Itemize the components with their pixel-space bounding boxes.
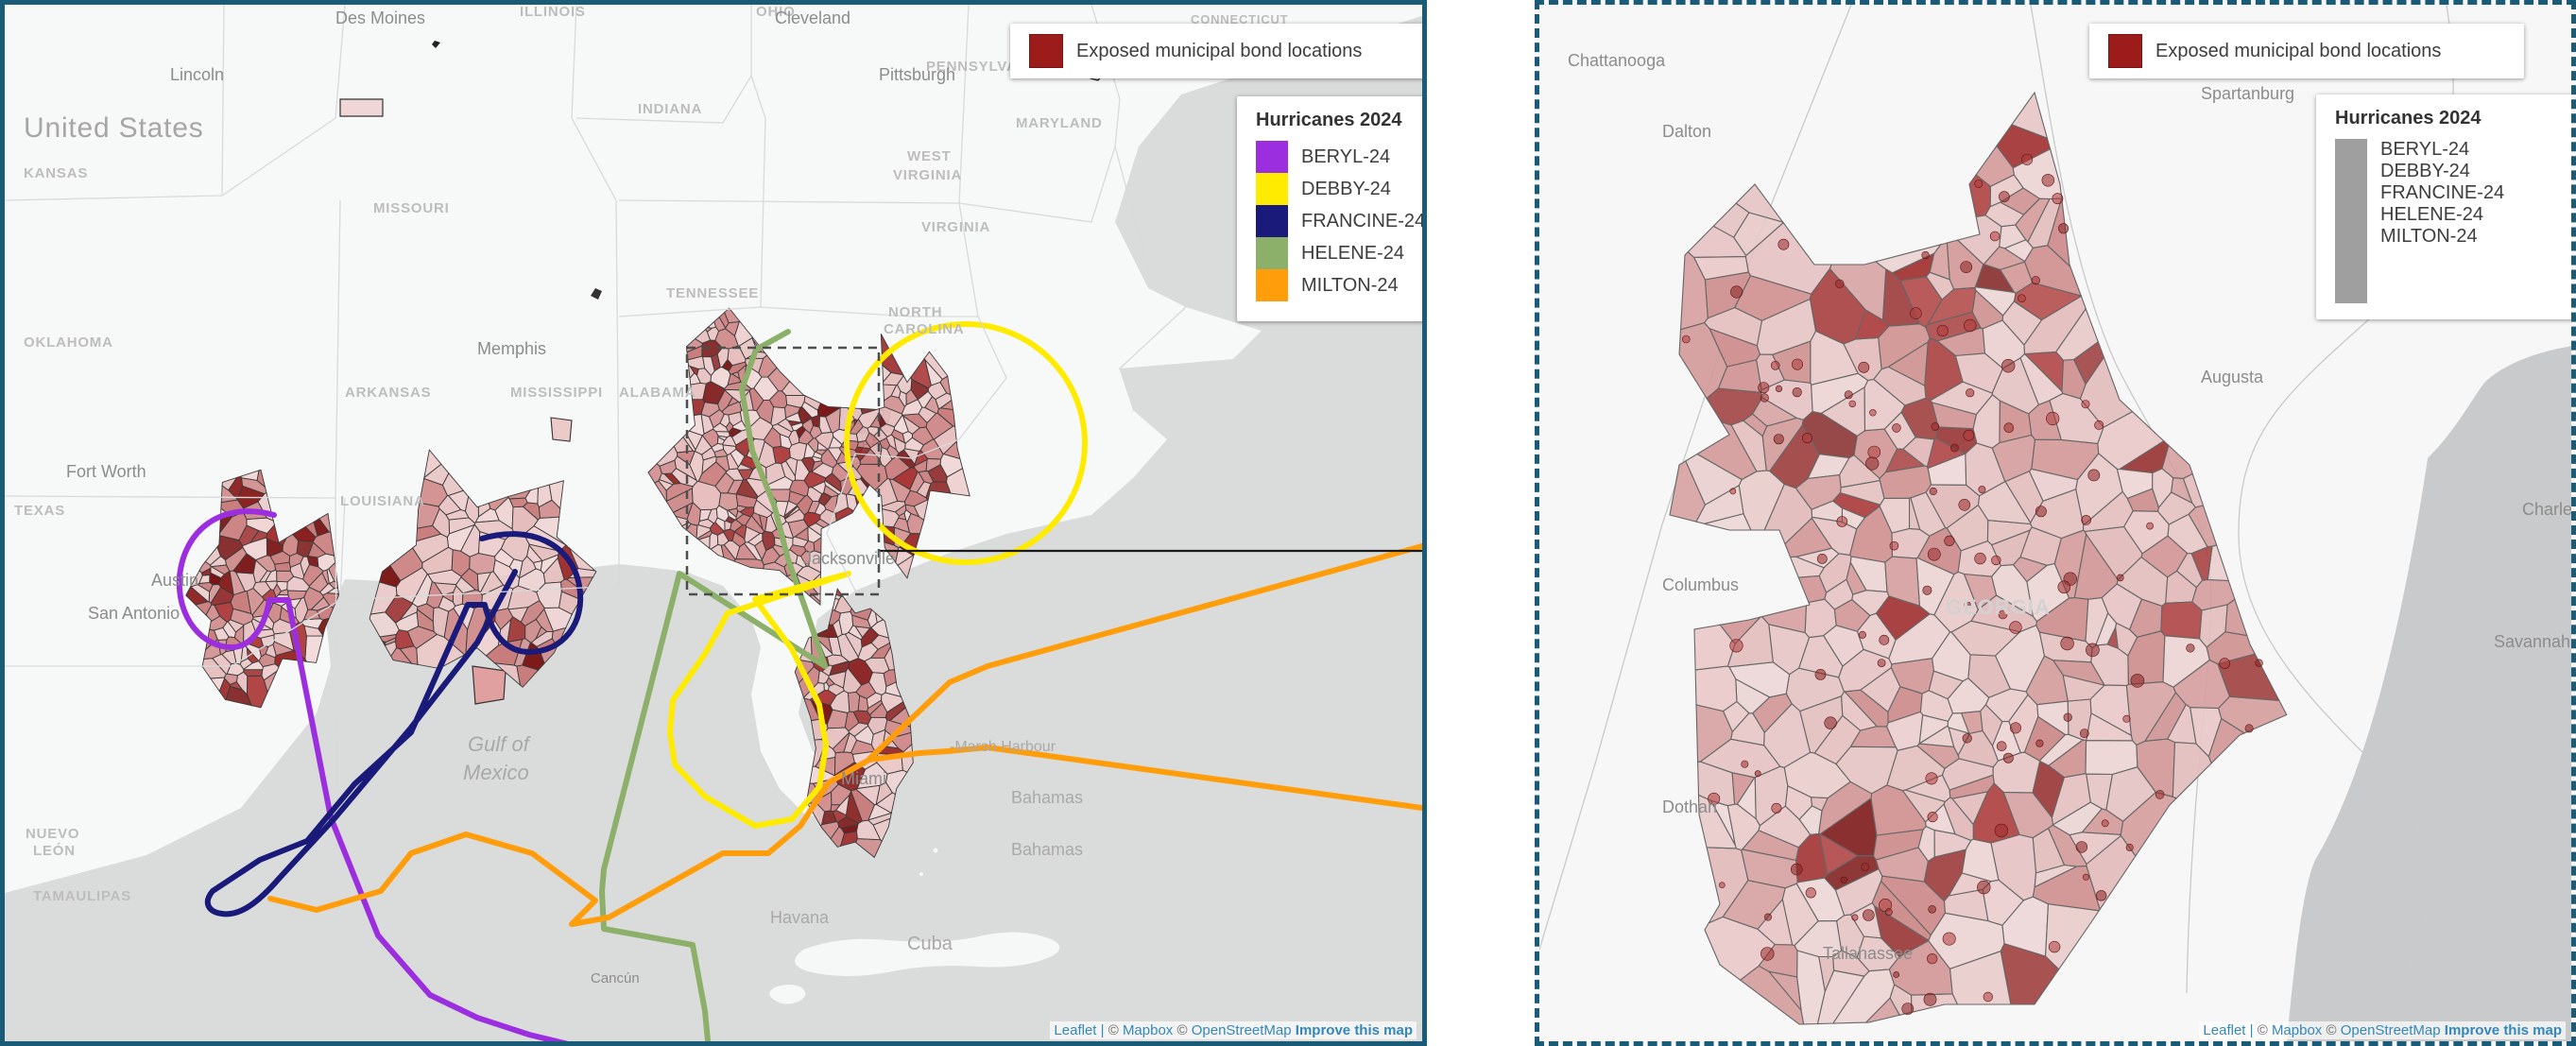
svg-text:NUEVO: NUEVO	[26, 826, 79, 842]
svg-text:INDIANA: INDIANA	[638, 101, 702, 117]
svg-text:Columbus: Columbus	[1662, 575, 1739, 594]
svg-text:Lincoln: Lincoln	[170, 65, 224, 84]
svg-text:Pittsburgh: Pittsburgh	[879, 65, 955, 84]
svg-text:Cancún: Cancún	[591, 970, 640, 986]
svg-text:Bahamas: Bahamas	[1011, 840, 1083, 859]
svg-text:Charleston: Charleston	[2522, 500, 2576, 519]
svg-text:ARKANSAS: ARKANSAS	[345, 385, 431, 401]
svg-text:Havana: Havana	[770, 908, 830, 927]
svg-text:United States: United States	[24, 112, 204, 144]
svg-text:Cleveland: Cleveland	[775, 9, 850, 27]
svg-text:Chattanooga: Chattanooga	[1568, 51, 1666, 70]
svg-text:LEÓN: LEÓN	[33, 842, 76, 859]
svg-text:Tallahassee: Tallahassee	[1823, 944, 1913, 963]
svg-text:Gulf of: Gulf of	[468, 732, 532, 756]
svg-text:GEORGIA: GEORGIA	[1946, 595, 2051, 619]
svg-text:LOUISIANA: LOUISIANA	[340, 493, 425, 509]
svg-text:Dothan: Dothan	[1662, 797, 1717, 816]
svg-text:Des Moines: Des Moines	[335, 9, 425, 27]
svg-text:WEST: WEST	[907, 148, 952, 164]
svg-text:MISSISSIPPI: MISSISSIPPI	[510, 385, 603, 401]
svg-text:Austin: Austin	[151, 571, 198, 590]
svg-text:MARYLAND: MARYLAND	[1016, 115, 1103, 131]
svg-text:Memphis: Memphis	[477, 339, 546, 358]
svg-text:Augusta: Augusta	[2201, 368, 2264, 386]
svg-text:Jacksonville: Jacksonville	[803, 549, 895, 568]
svg-text:San Antonio: San Antonio	[88, 604, 180, 623]
svg-text:NORTH: NORTH	[888, 304, 942, 320]
svg-text:ALABAMA: ALABAMA	[619, 385, 696, 401]
svg-text:Miami: Miami	[841, 769, 886, 788]
svg-text:TENNESSEE: TENNESSEE	[666, 285, 759, 301]
svg-text:TEXAS: TEXAS	[14, 503, 65, 519]
svg-text:Savannah: Savannah	[2494, 632, 2570, 651]
svg-text:Cuba: Cuba	[907, 934, 953, 954]
svg-text:VIRGINIA: VIRGINIA	[921, 219, 990, 235]
svg-text:Dalton: Dalton	[1662, 122, 1711, 141]
svg-text:-Marsh Harbour: -Marsh Harbour	[950, 739, 1056, 755]
svg-text:Mexico: Mexico	[463, 761, 529, 784]
svg-text:KANSAS: KANSAS	[24, 165, 88, 181]
svg-text:Spartanburg: Spartanburg	[2201, 84, 2294, 103]
svg-text:MISSOURI: MISSOURI	[373, 200, 450, 216]
svg-text:ILLINOIS: ILLINOIS	[520, 5, 586, 20]
svg-text:TAMAULIPAS: TAMAULIPAS	[33, 888, 131, 904]
svg-text:Bahamas: Bahamas	[1011, 788, 1083, 807]
svg-text:OKLAHOMA: OKLAHOMA	[24, 334, 113, 351]
svg-text:VIRGINIA: VIRGINIA	[893, 167, 962, 183]
svg-text:CAROLINA: CAROLINA	[884, 321, 965, 337]
svg-text:Fort Worth: Fort Worth	[66, 462, 146, 481]
